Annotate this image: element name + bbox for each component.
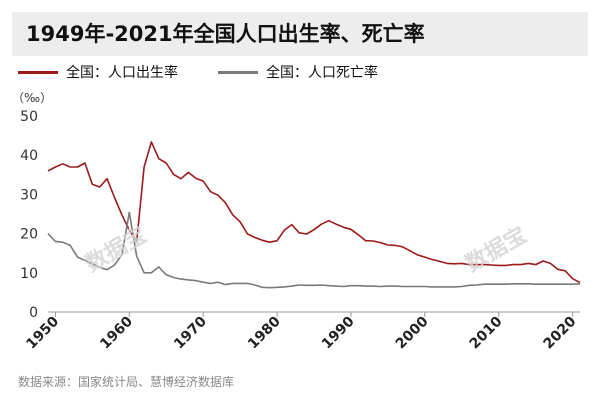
series-line-death-rate — [47, 211, 581, 289]
legend-label-birth: 全国：人口出生率 — [66, 65, 178, 81]
x-tick-label: 2010 — [467, 313, 506, 352]
title-bar: 1949年-2021年全国人口出生率、死亡率 — [12, 12, 588, 56]
y-tick-label: 40 — [20, 148, 38, 164]
x-tick-label: 2000 — [393, 313, 432, 352]
series-line-birth-rate — [47, 141, 581, 284]
x-tick-label: 1970 — [171, 313, 210, 352]
x-tick-label: 1960 — [97, 313, 136, 352]
chart-title: 1949年-2021年全国人口出生率、死亡率 — [26, 22, 425, 46]
x-tick-label: 2020 — [541, 313, 580, 352]
y-tick-label: 10 — [20, 266, 38, 282]
source-note: 数据来源：国家统计局、慧博经济数据库 — [18, 375, 235, 389]
y-tick-label: 20 — [20, 227, 38, 243]
y-axis-unit: （‰） — [12, 91, 52, 105]
legend-label-death: 全国：人口死亡率 — [266, 65, 378, 81]
legend: 全国：人口出生率 全国：人口死亡率 — [0, 62, 600, 82]
x-tick-label: 1990 — [319, 313, 358, 352]
y-tick-label: 0 — [29, 305, 38, 321]
legend-swatch-birth — [18, 70, 58, 74]
y-tick-label: 50 — [20, 109, 38, 125]
legend-swatch-death — [218, 70, 258, 74]
legend-item-death: 全国：人口死亡率 — [218, 62, 378, 82]
y-tick-label: 30 — [20, 187, 38, 203]
legend-item-birth: 全国：人口出生率 — [18, 62, 178, 82]
x-tick-label: 1980 — [245, 313, 284, 352]
